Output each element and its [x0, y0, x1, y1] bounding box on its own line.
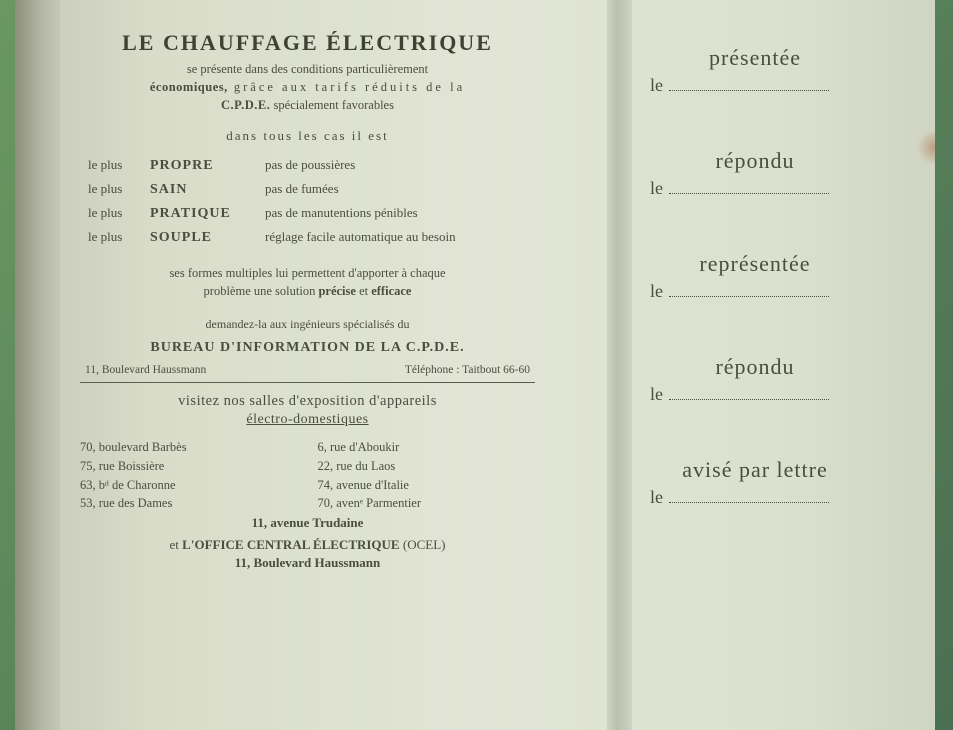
bureau-address: 11, Boulevard Haussmann [85, 364, 206, 376]
sol-l2a: problème une solution [204, 284, 319, 298]
q-desc: pas de fumées [265, 178, 535, 202]
dotted-line[interactable] [669, 89, 829, 91]
sol-efficace: efficace [371, 284, 411, 298]
form-prefix: le [650, 384, 663, 405]
intro-economiques: économiques, [150, 80, 228, 94]
trudaine-addr: 11, avenue Trudaine [80, 515, 535, 531]
intro-cpde: C.P.D.E. [221, 98, 270, 112]
form-label: représentée [615, 251, 895, 277]
addr-item: 70, boulevard Barbès [80, 438, 298, 457]
form-group-presentee: présentée le [615, 45, 895, 96]
ocel-line: et L'OFFICE CENTRAL ÉLECTRIQUE (OCEL) [80, 537, 535, 553]
form-line: le [615, 384, 895, 405]
intro-line-1: se présente dans des conditions particul… [80, 60, 535, 78]
solution-text: ses formes multiples lui permettent d'ap… [80, 264, 535, 302]
sol-precise: précise [318, 284, 355, 298]
address-columns: 70, boulevard Barbès 75, rue Boissière 6… [80, 438, 535, 513]
q-desc: réglage facile automatique au besoin [265, 226, 535, 250]
form-group-avise: avisé par lettre le [615, 457, 895, 508]
address-col-left: 70, boulevard Barbès 75, rue Boissière 6… [80, 438, 298, 513]
quality-row: le plus SAIN pas de fumées [88, 178, 535, 202]
visit-line: visitez nos salles d'exposition d'appare… [80, 393, 535, 410]
form-group-repondu-2: répondu le [615, 354, 895, 405]
dotted-line[interactable] [669, 295, 829, 297]
intro-line-2: économiques, grâce aux tarifs réduits de… [80, 78, 535, 96]
form-line: le [615, 178, 895, 199]
sol-line-1: ses formes multiples lui permettent d'ap… [80, 264, 535, 283]
dotted-line[interactable] [669, 398, 829, 400]
bureau-phone: Téléphone : Taitbout 66-60 [405, 364, 530, 376]
form-prefix: le [650, 487, 663, 508]
q-prefix: le plus [88, 202, 150, 226]
paper-stain [917, 130, 935, 165]
quality-row: le plus PROPRE pas de poussières [88, 154, 535, 178]
q-prefix: le plus [88, 178, 150, 202]
sol-line-2: problème une solution précise et efficac… [80, 282, 535, 301]
main-title: LE CHAUFFAGE ÉLECTRIQUE [80, 30, 535, 56]
quality-list: le plus PROPRE pas de poussières le plus… [80, 154, 535, 249]
intro-l3b: spécialement favorables [270, 98, 394, 112]
form-prefix: le [650, 281, 663, 302]
sol-l2c: et [356, 284, 371, 298]
q-word: PROPRE [150, 154, 265, 178]
addr-item: 74, avenue d'Italie [318, 476, 536, 495]
q-prefix: le plus [88, 226, 150, 250]
intro-l2b: grâce aux tarifs réduits de la [228, 80, 465, 94]
bureau-contact: 11, Boulevard Haussmann Téléphone : Tait… [80, 364, 535, 376]
demand-line: demandez-la aux ingénieurs spécialisés d… [80, 317, 535, 332]
form-prefix: le [650, 178, 663, 199]
form-group-repondu-1: répondu le [615, 148, 895, 199]
cases-line: dans tous les cas il est [80, 128, 535, 144]
form-line: le [615, 487, 895, 508]
dotted-line[interactable] [669, 501, 829, 503]
quality-row: le plus PRATIQUE pas de manutentions pén… [88, 202, 535, 226]
left-page: LE CHAUFFAGE ÉLECTRIQUE se présente dans… [15, 0, 560, 730]
addr-item: 70, avenᵉ Parmentier [318, 494, 536, 513]
addr-item: 75, rue Boissière [80, 457, 298, 476]
ocel-suffix: (OCEL) [400, 537, 446, 552]
form-group-representee: représentée le [615, 251, 895, 302]
q-word: SAIN [150, 178, 265, 202]
intro-text: se présente dans des conditions particul… [80, 60, 535, 114]
haussmann-addr: 11, Boulevard Haussmann [80, 555, 535, 571]
form-label: avisé par lettre [615, 457, 895, 483]
electro-line: électro-domestiques [80, 412, 535, 428]
form-prefix: le [650, 75, 663, 96]
form-label: répondu [615, 148, 895, 174]
form-line: le [615, 75, 895, 96]
right-page: présentée le répondu le représentée le r… [560, 0, 935, 730]
addr-item: 6, rue d'Aboukir [318, 438, 536, 457]
intro-line-3: C.P.D.E. spécialement favorables [80, 96, 535, 114]
q-word: PRATIQUE [150, 202, 265, 226]
quality-row: le plus SOUPLE réglage facile automatiqu… [88, 226, 535, 250]
q-prefix: le plus [88, 154, 150, 178]
q-desc: pas de manutentions pénibles [265, 202, 535, 226]
ocel-et: et [170, 537, 183, 552]
address-col-right: 6, rue d'Aboukir 22, rue du Laos 74, ave… [298, 438, 536, 513]
document-spread: LE CHAUFFAGE ÉLECTRIQUE se présente dans… [15, 0, 935, 730]
form-label: répondu [615, 354, 895, 380]
q-desc: pas de poussières [265, 154, 535, 178]
form-label: présentée [615, 45, 895, 71]
divider-line [80, 382, 535, 383]
q-word: SOUPLE [150, 226, 265, 250]
form-line: le [615, 281, 895, 302]
ocel-name: L'OFFICE CENTRAL ÉLECTRIQUE [182, 537, 399, 552]
bureau-title: BUREAU D'INFORMATION DE LA C.P.D.E. [80, 340, 535, 356]
addr-item: 63, bᵈ de Charonne [80, 476, 298, 495]
dotted-line[interactable] [669, 192, 829, 194]
addr-item: 53, rue des Dames [80, 494, 298, 513]
addr-item: 22, rue du Laos [318, 457, 536, 476]
